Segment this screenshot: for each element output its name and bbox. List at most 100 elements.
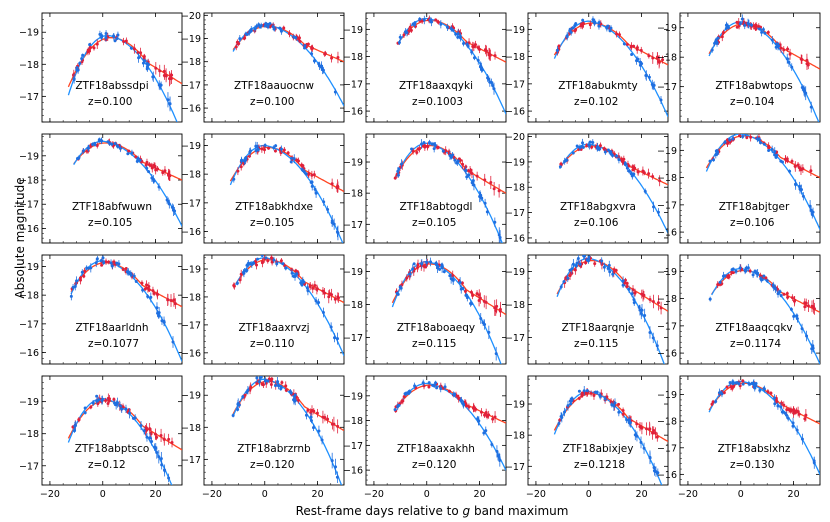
plot-area <box>396 15 506 115</box>
g-band-point <box>427 381 431 385</box>
r-band-limit-point <box>213 383 216 386</box>
r-band-limit-point <box>547 160 550 163</box>
g-band-point <box>309 180 313 184</box>
g-band-point <box>292 157 296 161</box>
g-band-point <box>588 140 592 144</box>
y-tick-label: −19 <box>181 141 201 152</box>
r-band-point <box>642 171 646 175</box>
g-band-point <box>643 314 647 318</box>
r-band-limit-point <box>530 419 533 422</box>
g-band-limit-point <box>689 284 692 287</box>
r-band-point <box>792 408 796 412</box>
panel-redshift: z=0.106 <box>730 217 775 229</box>
g-band-point <box>397 40 401 44</box>
r-band-point <box>764 276 768 280</box>
plot-area <box>374 257 506 403</box>
g-band-point <box>731 137 735 141</box>
g-band-limit-point <box>374 399 377 402</box>
panel-frame <box>41 375 183 486</box>
g-band-model-curve <box>397 382 506 471</box>
g-band-point <box>137 56 141 60</box>
r-band-limit-point <box>213 379 216 382</box>
g-band-point <box>72 78 76 82</box>
g-band-point <box>240 158 244 162</box>
g-band-point <box>171 340 175 344</box>
r-band-point <box>658 179 662 183</box>
g-band-limit-point <box>57 280 60 283</box>
r-band-point <box>422 264 426 268</box>
r-band-point <box>498 307 502 311</box>
g-band-point <box>606 148 610 152</box>
r-band-point <box>469 168 473 172</box>
y-tick-label: −17 <box>181 80 201 91</box>
panel-redshift: z=0.1077 <box>88 338 139 350</box>
r-band-point <box>720 35 724 39</box>
g-band-point <box>159 457 163 461</box>
g-band-point <box>418 17 422 21</box>
g-band-point <box>157 311 161 315</box>
r-band-point <box>579 24 583 28</box>
r-band-point <box>483 178 487 182</box>
g-band-point <box>594 390 598 394</box>
r-band-point <box>167 437 171 441</box>
r-band-limit-point <box>55 177 58 180</box>
r-band-point <box>456 394 460 398</box>
g-band-point <box>476 417 480 421</box>
r-band-point <box>661 58 665 62</box>
r-band-point <box>592 393 596 397</box>
g-band-point <box>124 407 128 411</box>
g-band-point <box>91 401 95 405</box>
g-band-point <box>640 62 644 66</box>
r-band-point <box>273 149 277 153</box>
r-band-point <box>464 404 468 408</box>
r-band-point <box>269 382 273 386</box>
g-band-point <box>110 142 114 146</box>
g-band-point <box>272 27 276 31</box>
r-band-point <box>311 286 315 290</box>
y-tick-label: −17 <box>19 319 39 330</box>
y-tick-label: −17 <box>181 198 201 209</box>
r-band-point <box>323 51 327 55</box>
g-band-point <box>811 344 815 348</box>
g-band-point <box>472 183 476 187</box>
r-band-point <box>655 55 659 59</box>
panel-frame <box>527 375 669 486</box>
r-band-limit-point <box>59 156 62 159</box>
g-band-point <box>445 25 449 29</box>
g-band-point <box>465 175 469 179</box>
r-band-point <box>330 56 334 60</box>
g-band-point <box>448 274 452 278</box>
g-band-point <box>398 35 402 39</box>
r-band-model-curve <box>232 380 344 432</box>
r-band-point <box>166 298 170 302</box>
r-band-point <box>335 186 339 190</box>
r-band-point <box>336 424 340 428</box>
r-band-point <box>590 145 594 149</box>
g-band-point <box>605 26 609 30</box>
g-band-point <box>786 416 790 420</box>
g-band-limit-point <box>378 281 381 284</box>
r-band-point <box>463 289 467 293</box>
g-band-point <box>141 61 145 65</box>
panel-object-name: ZTF18aauocnw <box>234 80 314 92</box>
y-tick-label: −19 <box>343 25 363 36</box>
r-band-point <box>784 157 788 161</box>
y-tick-label: −20 <box>181 11 201 22</box>
x-tick-label: 0 <box>262 489 268 500</box>
g-band-point <box>128 411 132 415</box>
r-band-point <box>478 296 482 300</box>
y-tick-label: −19 <box>657 390 677 401</box>
r-band-point <box>639 48 643 52</box>
g-band-point <box>451 278 455 282</box>
y-tick-label: −16 <box>343 466 363 477</box>
y-tick-label: −16 <box>657 228 677 239</box>
plot-area <box>207 255 344 405</box>
g-band-point <box>494 352 498 356</box>
r-band-point <box>642 293 646 297</box>
r-band-limit-point <box>550 136 553 139</box>
g-band-limit-point <box>207 402 210 405</box>
y-tick-label: −17 <box>505 208 525 219</box>
r-band-limit-point <box>375 400 378 403</box>
r-band-model-curve <box>394 144 506 194</box>
g-band-point <box>248 149 252 153</box>
